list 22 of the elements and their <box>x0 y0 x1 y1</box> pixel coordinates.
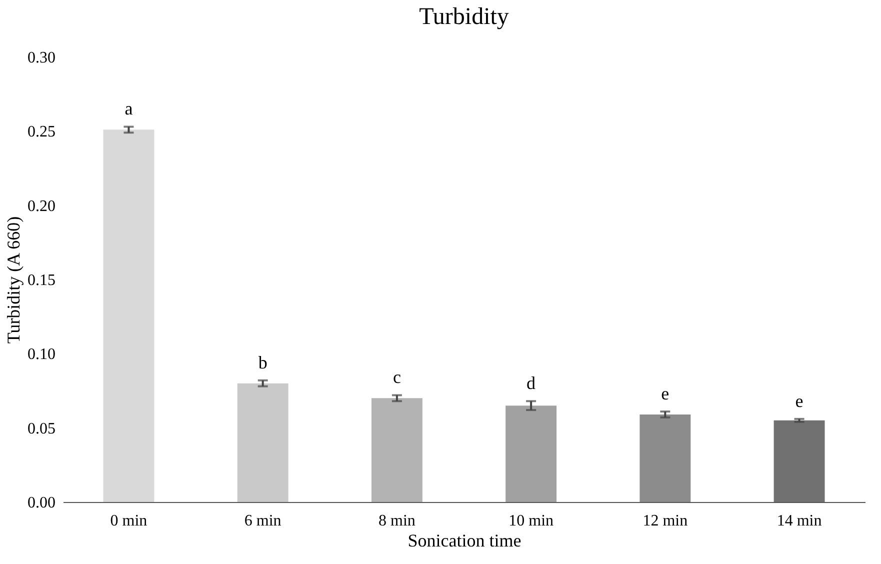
x-tick-label: 6 min <box>244 512 282 530</box>
x-axis-title: Sonication time <box>408 530 522 550</box>
y-axis-title: Turbidity (A 660) <box>4 216 24 344</box>
annotation: c <box>392 367 401 388</box>
y-tick-label: 0.00 <box>28 494 56 512</box>
y-tick-label: 0.20 <box>28 198 56 215</box>
annotation: e <box>795 390 804 411</box>
annotation: d <box>526 373 536 394</box>
annotation: a <box>124 98 133 119</box>
y-tick-label: 0.25 <box>28 124 56 141</box>
x-tick-label: 0 min <box>110 512 148 530</box>
x-tick-label: 12 min <box>642 512 688 530</box>
annotation: e <box>661 384 670 404</box>
chart-title: Turbidity <box>419 4 509 30</box>
annotation: b <box>258 352 268 372</box>
x-tick-label: 8 min <box>378 512 416 530</box>
y-tick-label: 0.10 <box>28 346 56 364</box>
x-tick-label: 10 min <box>508 512 554 530</box>
y-tick-label: 0.30 <box>28 50 56 66</box>
y-tick-label: 0.05 <box>28 420 56 438</box>
y-tick-label: 0.15 <box>28 272 56 289</box>
x-tick-label: 14 min <box>776 512 822 530</box>
